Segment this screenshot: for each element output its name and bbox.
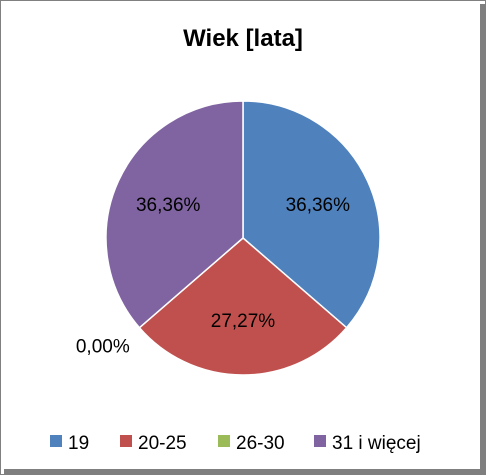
chart-legend: 19 20-25 26-30 31 i więcej <box>50 433 421 454</box>
legend-label-0: 19 <box>68 433 89 454</box>
legend-swatch-1 <box>120 435 132 447</box>
pie-slices <box>105 100 381 376</box>
pie-slice-3 <box>105 100 244 329</box>
legend-label-2: 26-30 <box>236 433 285 454</box>
legend-swatch-2 <box>218 435 230 447</box>
pie-slice-0 <box>242 100 381 329</box>
chart-title: Wiek [lata] <box>183 25 303 52</box>
pie-data-labels: 36,36% 27,27% 0,00% 36,36% <box>76 195 350 358</box>
data-label-1: 27,27% <box>211 311 276 332</box>
frame-shadow-right <box>480 4 486 475</box>
pie-slice-1 <box>138 237 348 376</box>
data-label-0: 36,36% <box>286 195 351 216</box>
frame-shadow-bottom <box>4 469 486 475</box>
legend-label-1: 20-25 <box>138 433 187 454</box>
data-label-3: 36,36% <box>136 195 201 216</box>
legend-swatch-3 <box>314 435 326 447</box>
data-label-2: 0,00% <box>76 337 130 358</box>
legend-swatch-0 <box>50 435 62 447</box>
legend-label-3: 31 i więcej <box>332 433 421 454</box>
